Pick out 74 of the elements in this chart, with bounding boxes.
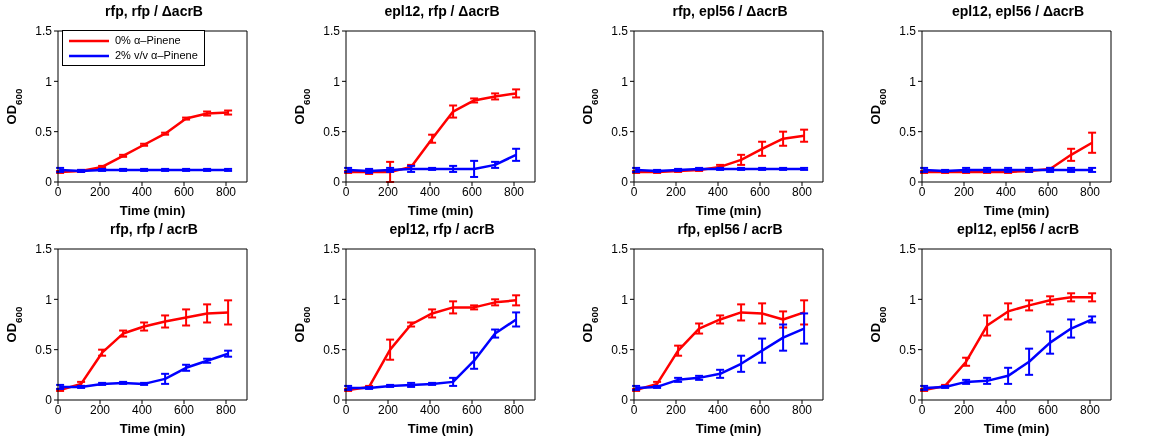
x-tick-label: 600 xyxy=(1037,184,1059,199)
x-tick-label: 400 xyxy=(707,402,729,417)
x-tick-label: 800 xyxy=(1079,402,1101,417)
x-tick-label: 600 xyxy=(173,402,195,417)
legend-label: 2% v/v α–Pinene xyxy=(115,48,198,63)
y-tick-label: 1 xyxy=(333,292,341,307)
x-axis-title: Time (min) xyxy=(407,203,474,218)
x-tick-label: 600 xyxy=(461,402,483,417)
y-tick-label: 1 xyxy=(45,292,53,307)
x-tick-label: 200 xyxy=(953,402,975,417)
chart-title: epl12, rfp / acrB xyxy=(388,220,496,239)
chart-title: epl12, rfp / ΔacrB xyxy=(383,2,501,21)
y-tick-label: 1 xyxy=(621,292,629,307)
x-tick-label: 800 xyxy=(503,402,525,417)
y-tick-label: 1.5 xyxy=(899,242,917,257)
y-tick-label: 0.5 xyxy=(323,342,341,357)
x-axis-title: Time (min) xyxy=(695,421,762,436)
y-tick-label: 0.5 xyxy=(899,124,917,139)
x-tick-label: 800 xyxy=(215,184,237,199)
x-tick-label: 200 xyxy=(89,184,111,199)
x-axis-title: Time (min) xyxy=(407,421,474,436)
y-tick-label: 1.5 xyxy=(611,242,629,257)
x-tick-label: 400 xyxy=(419,184,441,199)
y-tick-label: 1.5 xyxy=(323,242,341,257)
y-tick-label: 0.5 xyxy=(611,342,629,357)
x-tick-label: 400 xyxy=(131,184,153,199)
chart-title: epl12, epl56 / ΔacrB xyxy=(950,2,1086,21)
chart-title: rfp, rfp / acrB xyxy=(109,220,199,239)
y-tick-label: 0.5 xyxy=(35,124,53,139)
x-axis-title: Time (min) xyxy=(983,203,1050,218)
x-tick-label: 200 xyxy=(377,402,399,417)
x-tick-label: 800 xyxy=(791,184,813,199)
x-tick-label: 400 xyxy=(995,184,1017,199)
x-tick-label: 200 xyxy=(665,402,687,417)
x-axis-title: Time (min) xyxy=(695,203,762,218)
x-tick-label: 800 xyxy=(1079,184,1101,199)
x-tick-label: 800 xyxy=(215,402,237,417)
x-tick-label: 400 xyxy=(419,402,441,417)
y-tick-label: 1 xyxy=(909,292,917,307)
y-tick-label: 1 xyxy=(45,74,53,89)
legend-label: 0% α–Pinene xyxy=(115,33,181,48)
y-tick-label: 1 xyxy=(333,74,341,89)
y-tick-label: 0.5 xyxy=(899,342,917,357)
y-tick-label: 0.5 xyxy=(35,342,53,357)
x-axis-title: Time (min) xyxy=(119,203,186,218)
y-tick-label: 1.5 xyxy=(35,242,53,257)
x-tick-label: 400 xyxy=(131,402,153,417)
x-tick-label: 600 xyxy=(749,402,771,417)
x-tick-label: 200 xyxy=(665,184,687,199)
x-axis-title: Time (min) xyxy=(119,421,186,436)
y-tick-label: 1.5 xyxy=(899,24,917,39)
chart-title: rfp, epl56 / ΔacrB xyxy=(671,2,789,21)
y-tick-label: 1.5 xyxy=(323,24,341,39)
y-tick-label: 1.5 xyxy=(35,24,53,39)
y-tick-label: 0.5 xyxy=(611,124,629,139)
x-tick-label: 800 xyxy=(791,402,813,417)
x-tick-label: 600 xyxy=(749,184,771,199)
chart-title: epl12, epl56 / acrB xyxy=(955,220,1081,239)
x-tick-label: 800 xyxy=(503,184,525,199)
y-tick-label: 0.5 xyxy=(323,124,341,139)
x-tick-label: 600 xyxy=(1037,402,1059,417)
chart-title: rfp, rfp / ΔacrB xyxy=(104,2,204,21)
x-tick-label: 400 xyxy=(995,402,1017,417)
y-tick-label: 1.5 xyxy=(611,24,629,39)
x-tick-label: 400 xyxy=(707,184,729,199)
x-axis-title: Time (min) xyxy=(983,421,1050,436)
y-tick-label: 1 xyxy=(621,74,629,89)
x-tick-label: 200 xyxy=(953,184,975,199)
x-tick-label: 600 xyxy=(173,184,195,199)
y-tick-label: 1 xyxy=(909,74,917,89)
x-tick-label: 200 xyxy=(377,184,399,199)
x-tick-label: 200 xyxy=(89,402,111,417)
chart-title: rfp, epl56 / acrB xyxy=(676,220,784,239)
x-tick-label: 600 xyxy=(461,184,483,199)
